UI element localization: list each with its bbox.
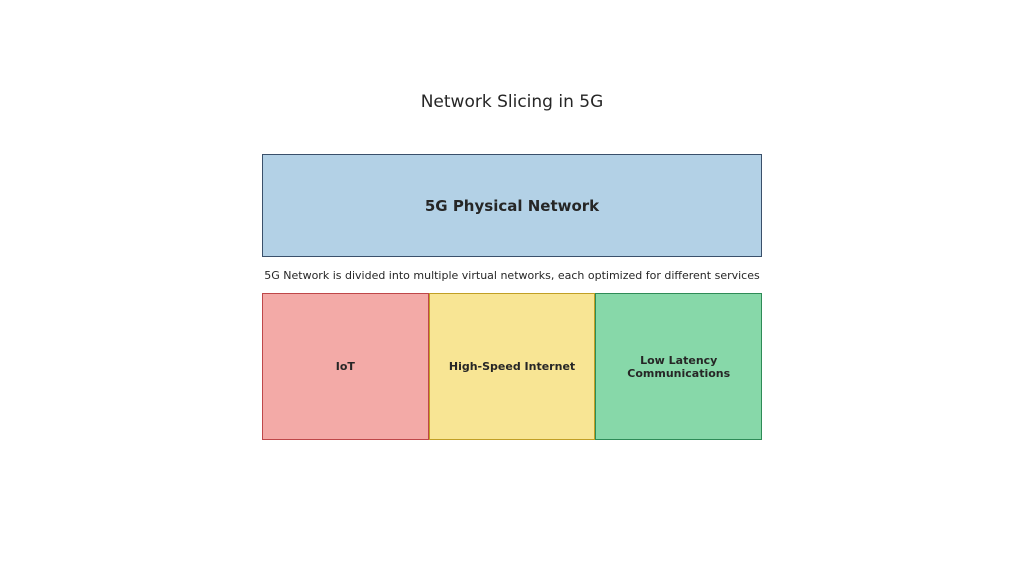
main-network-box: 5G Physical Network	[262, 154, 762, 257]
slice-box: IoT	[262, 293, 429, 440]
diagram-title: Network Slicing in 5G	[0, 92, 1024, 112]
slice-box: Low Latency Communications	[595, 293, 762, 440]
slice-label: Low Latency Communications	[596, 354, 761, 380]
diagram-canvas: Network Slicing in 5G 5G Physical Networ…	[0, 0, 1024, 576]
main-network-label: 5G Physical Network	[425, 197, 599, 215]
diagram-caption: 5G Network is divided into multiple virt…	[0, 269, 1024, 282]
slice-box: High-Speed Internet	[429, 293, 596, 440]
slice-label: High-Speed Internet	[445, 360, 579, 373]
slice-label: IoT	[332, 360, 359, 373]
